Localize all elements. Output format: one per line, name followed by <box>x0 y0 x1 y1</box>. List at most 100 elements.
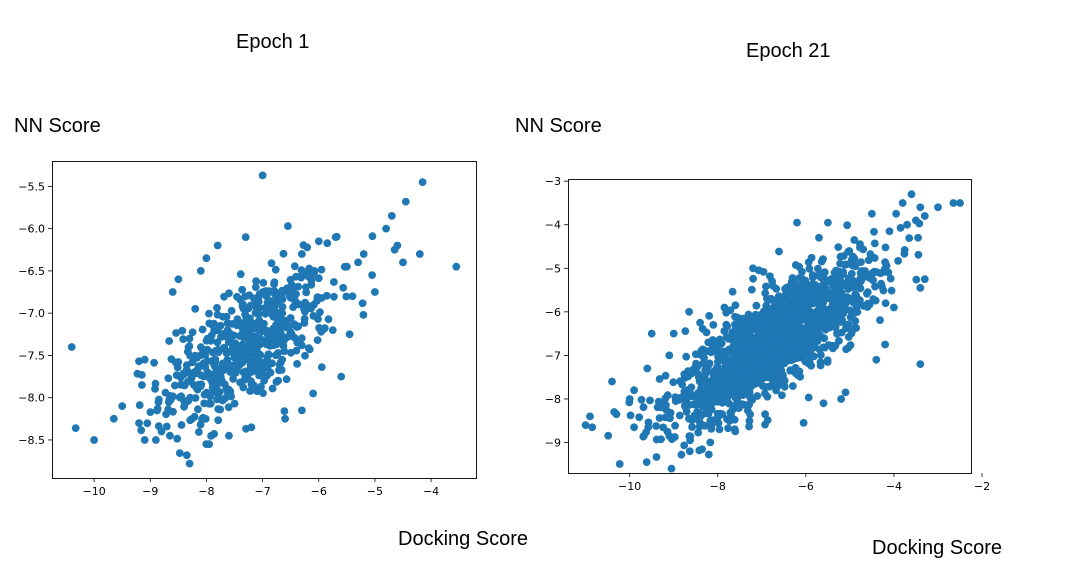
data-point <box>666 414 674 423</box>
data-point <box>685 307 693 316</box>
data-point <box>242 312 250 320</box>
data-point <box>233 315 242 323</box>
data-point <box>243 332 251 341</box>
data-point <box>811 281 820 290</box>
data-point <box>109 414 118 423</box>
data-point <box>266 287 275 296</box>
data-point <box>213 310 222 319</box>
data-point <box>675 395 684 404</box>
data-point <box>184 395 193 404</box>
data-point <box>795 367 804 376</box>
data-point <box>646 396 654 405</box>
data-point <box>249 301 258 309</box>
data-point <box>162 422 171 431</box>
y-tick-label: −5 <box>545 262 561 275</box>
y-tick-label: −7 <box>545 349 561 362</box>
data-point <box>137 426 146 435</box>
data-point <box>209 359 218 368</box>
data-point <box>894 257 902 265</box>
data-point <box>735 387 744 395</box>
data-point <box>152 436 160 444</box>
data-point <box>808 271 817 279</box>
data-point <box>387 212 396 220</box>
x-tick-label: −6 <box>311 485 327 498</box>
data-point <box>371 288 379 296</box>
data-point <box>856 240 864 249</box>
data-point <box>780 382 789 391</box>
data-point <box>246 354 255 363</box>
data-point <box>90 436 98 444</box>
data-point <box>834 282 842 291</box>
data-point <box>415 250 424 258</box>
data-point <box>637 395 646 404</box>
data-point <box>286 293 295 302</box>
data-point <box>337 372 346 381</box>
data-point <box>345 330 354 339</box>
data-point <box>709 321 718 329</box>
right-chart-title: Epoch 21 <box>746 40 831 62</box>
data-point <box>615 460 624 468</box>
data-point <box>720 303 729 312</box>
data-point <box>71 424 80 432</box>
data-point <box>779 371 787 379</box>
data-point <box>737 361 746 370</box>
data-point <box>775 351 783 360</box>
data-point <box>898 199 907 207</box>
data-points <box>67 171 461 468</box>
data-point <box>162 410 171 419</box>
data-point <box>273 308 282 317</box>
data-point <box>697 411 706 420</box>
data-point <box>727 372 735 381</box>
data-point <box>644 418 653 427</box>
data-point <box>844 333 853 341</box>
left-x-axis-label: Docking Score <box>398 528 529 550</box>
data-point <box>726 362 734 371</box>
data-point <box>316 308 324 317</box>
data-point <box>887 286 896 295</box>
data-point <box>342 292 351 301</box>
data-point <box>839 269 847 278</box>
data-point <box>655 414 664 422</box>
data-point <box>290 333 299 342</box>
data-point <box>309 270 317 278</box>
data-point <box>226 329 235 338</box>
data-point <box>298 250 306 258</box>
y-tick-label: −6.5 <box>18 265 45 278</box>
data-point <box>843 322 852 330</box>
data-point <box>694 428 703 437</box>
data-point <box>843 221 852 230</box>
data-point <box>949 199 958 207</box>
data-point <box>864 256 873 265</box>
data-point <box>702 328 711 337</box>
data-point <box>758 382 767 390</box>
data-point <box>314 274 323 283</box>
data-point <box>287 348 295 357</box>
data-point <box>626 411 635 420</box>
x-tick-label: −7 <box>254 485 270 498</box>
data-point <box>264 330 273 338</box>
data-point <box>229 339 238 347</box>
data-point <box>839 292 847 301</box>
data-point <box>819 399 828 408</box>
data-point <box>307 280 316 289</box>
data-point <box>818 291 826 300</box>
data-point <box>642 458 651 466</box>
data-point <box>715 335 724 344</box>
data-point <box>863 270 872 279</box>
data-point <box>330 278 338 286</box>
y-tick-label: −8.5 <box>18 434 45 447</box>
data-point <box>750 317 758 325</box>
data-point <box>247 366 256 375</box>
data-point <box>213 304 221 312</box>
data-point <box>731 301 740 310</box>
data-point <box>313 336 322 344</box>
data-point <box>836 311 845 320</box>
left-chart-title: Epoch 1 <box>236 31 310 53</box>
data-point <box>706 438 715 447</box>
data-point <box>212 369 220 377</box>
data-point <box>153 404 162 413</box>
data-point <box>914 233 922 242</box>
data-point <box>171 381 179 390</box>
data-point <box>151 379 160 388</box>
